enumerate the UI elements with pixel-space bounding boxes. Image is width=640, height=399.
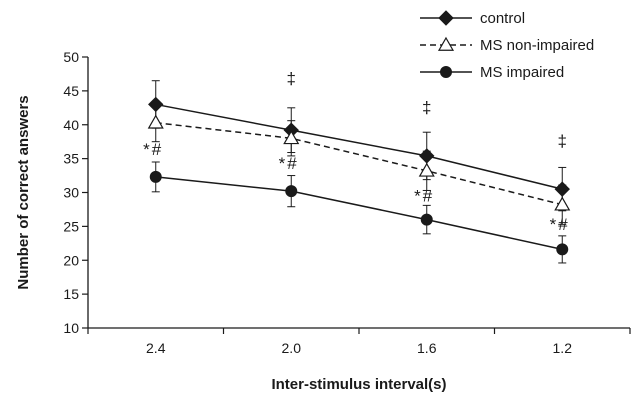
significance-marker: ‡ bbox=[422, 98, 431, 117]
x-tick-label: 2.0 bbox=[282, 340, 302, 356]
data-point bbox=[283, 130, 300, 145]
y-tick-label: 30 bbox=[63, 185, 79, 201]
y-tick-label: 15 bbox=[63, 286, 79, 302]
series-1 bbox=[148, 80, 570, 212]
significance-marker: ‡ bbox=[558, 131, 567, 150]
series-line bbox=[155, 121, 563, 206]
series-2 bbox=[147, 103, 571, 225]
significance-marker: * bbox=[414, 186, 421, 205]
legend-marker bbox=[437, 36, 455, 51]
legend-label: MS impaired bbox=[480, 64, 564, 81]
y-axis-title: Number of correct answers bbox=[15, 95, 32, 289]
y-tick-label: 20 bbox=[63, 252, 79, 268]
legend-label: MS non-impaired bbox=[480, 37, 594, 54]
y-tick-label: 50 bbox=[63, 49, 79, 65]
series-line bbox=[155, 103, 563, 190]
significance-marker: * bbox=[143, 140, 150, 159]
data-point bbox=[556, 243, 569, 256]
data-point bbox=[554, 196, 571, 211]
series-3 bbox=[149, 161, 569, 264]
y-tick-label: 25 bbox=[63, 218, 79, 234]
significance-marker: # bbox=[152, 140, 162, 159]
data-point bbox=[420, 213, 433, 226]
series-line bbox=[155, 176, 563, 251]
significance-marker: * bbox=[279, 154, 286, 173]
x-tick-label: 1.6 bbox=[417, 340, 437, 356]
legend-marker bbox=[438, 10, 454, 26]
axes: 10 15 20 25 30 35 40 45 50 2.4 2.0 1.6 1.2 bbox=[63, 49, 631, 356]
series-group bbox=[147, 80, 571, 264]
x-axis-title: Inter-stimulus interval(s) bbox=[271, 376, 446, 393]
y-tick-label: 45 bbox=[63, 83, 79, 99]
y-tick-label: 35 bbox=[63, 151, 79, 167]
significance-marker: ‡ bbox=[287, 69, 296, 88]
data-point bbox=[149, 170, 162, 183]
y-tick-label: 10 bbox=[63, 320, 79, 336]
significance-marker: # bbox=[287, 154, 297, 173]
data-point bbox=[418, 162, 435, 177]
legend-label: control bbox=[480, 10, 525, 27]
x-tick-label: 1.2 bbox=[553, 340, 573, 356]
y-tick-label: 40 bbox=[63, 117, 79, 133]
significance-marker: # bbox=[558, 215, 568, 234]
data-point bbox=[147, 114, 164, 129]
x-tick-label: 2.4 bbox=[146, 340, 166, 356]
significance-annotations: * #‡* #‡* #‡* # bbox=[143, 69, 568, 234]
legend-marker bbox=[440, 66, 452, 78]
data-point bbox=[285, 185, 298, 198]
significance-marker: # bbox=[423, 186, 433, 205]
significance-marker: * bbox=[550, 215, 557, 234]
legend: control MS non-impaired MS impaired bbox=[420, 10, 594, 81]
